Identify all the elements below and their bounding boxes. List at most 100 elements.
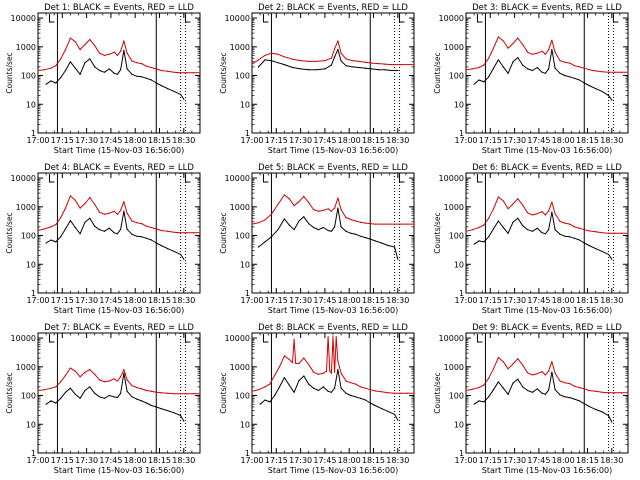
events-data-point <box>569 396 571 399</box>
lld-data-point <box>544 53 546 55</box>
lld-data-point <box>502 200 504 202</box>
events-data-point <box>526 229 529 231</box>
y-tick-label: 10000 <box>225 14 250 23</box>
events-data-point <box>327 229 329 232</box>
lld-data-point <box>120 209 122 211</box>
events-data-point <box>136 235 138 237</box>
x-tick-label: 18:00 <box>552 296 575 305</box>
y-axis-label: Counts/sec <box>433 52 442 93</box>
events-series-line <box>45 210 185 260</box>
lld-data-point <box>69 37 71 39</box>
lld-data-point <box>145 65 148 67</box>
y-tick-label: 1 <box>245 129 250 138</box>
lld-data-point <box>390 64 392 66</box>
lld-data-point <box>283 194 285 196</box>
lld-data-point <box>108 380 110 382</box>
x-tick-label: 18:15 <box>362 456 385 465</box>
events-data-point <box>512 221 514 223</box>
lld-data-point <box>186 72 188 74</box>
lld-data-point <box>559 60 561 62</box>
lld-data-point <box>123 368 125 371</box>
events-data-point <box>522 64 524 66</box>
y-axis-label: Counts/sec <box>219 212 228 253</box>
lld-data-point <box>37 69 39 72</box>
lld-data-point <box>113 51 115 53</box>
events-data-point <box>478 240 480 242</box>
lld-data-point <box>277 53 279 55</box>
lld-data-point <box>620 232 623 234</box>
lld-data-point <box>337 360 339 362</box>
lld-data-point <box>406 392 409 394</box>
lld-data-point <box>595 231 597 233</box>
events-data-point <box>103 71 106 73</box>
lld-data-point <box>155 68 157 70</box>
lld-data-point <box>155 391 157 393</box>
lld-data-point <box>522 43 524 46</box>
lld-data-point <box>257 389 260 391</box>
events-data-point <box>588 244 590 247</box>
detector-panel-7: 1 10 100 1000 10000 17:00 17:15 17:30 17:45 18:00… <box>5 323 201 475</box>
lld-data-point <box>406 223 409 225</box>
y-axis-label: Counts/sec <box>219 372 228 413</box>
x-tick-label: 18:00 <box>124 136 147 145</box>
x-axis-label: Start Time (15-Nov-03 16:56:00) <box>54 466 184 475</box>
events-data-point <box>113 232 115 234</box>
events-data-point <box>116 396 118 399</box>
detector-panel-5: 1 10 100 1000 10000 17:00 17:15 17:30 17:45 18:00… <box>219 163 415 315</box>
events-data-point <box>384 69 386 71</box>
detector-panel-2: 1 10 100 1000 10000 17:00 17:15 17:30 17:45 18:00… <box>219 3 415 155</box>
lld-data-point <box>324 60 326 62</box>
events-data-point <box>98 396 101 398</box>
y-axis-label: Counts/sec <box>5 52 14 93</box>
x-axis-label: Start Time (15-Nov-03 16:56:00) <box>268 306 398 315</box>
lld-data-point <box>43 69 46 71</box>
lld-data-point <box>64 374 67 377</box>
y-tick-label: 1 <box>459 449 464 458</box>
lld-data-point <box>620 71 623 73</box>
events-data-point <box>103 230 106 232</box>
lld-data-point <box>381 223 383 225</box>
events-data-point <box>173 412 175 414</box>
y-tick-label: 100 <box>21 72 36 81</box>
events-data-point <box>340 226 342 228</box>
lld-data-point <box>548 48 550 51</box>
events-data-point <box>522 386 524 388</box>
x-axis-label: Start Time (15-Nov-03 16:56:00) <box>482 146 612 155</box>
lld-data-point <box>465 230 467 232</box>
lld-data-point <box>37 229 39 232</box>
events-data-point <box>502 66 504 68</box>
lld-data-point <box>502 361 504 363</box>
x-tick-label: 17:00 <box>26 296 49 305</box>
lld-data-point <box>573 385 576 387</box>
events-data-point <box>108 227 110 229</box>
panel-title: Det 9: BLACK = Events, RED = LLD <box>472 323 622 333</box>
x-axis-label: Start Time (15-Nov-03 16:56:00) <box>482 306 612 315</box>
events-data-point <box>55 402 57 404</box>
events-data-point <box>69 220 71 222</box>
events-data-point <box>283 377 285 379</box>
events-data-point <box>377 69 379 71</box>
lld-data-point <box>303 195 305 198</box>
lld-data-point <box>55 65 57 67</box>
events-data-point <box>483 401 485 403</box>
lld-data-point <box>578 66 581 68</box>
events-data-point <box>308 383 310 385</box>
events-data-point <box>488 236 490 238</box>
lld-data-point <box>355 383 357 385</box>
lld-data-point <box>334 207 336 209</box>
events-data-point <box>113 72 115 74</box>
events-data-point <box>595 88 597 90</box>
lld-data-point <box>270 213 273 215</box>
lld-data-point <box>340 208 342 211</box>
events-data-point <box>64 69 67 72</box>
lld-data-point <box>167 70 169 72</box>
lld-data-point <box>79 207 81 209</box>
lld-data-point <box>364 387 366 389</box>
detector-panel-3: 1 10 100 1000 10000 17:00 17:15 17:30 17:45 18:00… <box>433 3 629 155</box>
events-data-point <box>544 393 546 395</box>
y-tick-label: 1000 <box>444 363 464 372</box>
events-data-point <box>288 384 290 386</box>
events-data-point <box>259 403 261 405</box>
lld-data-point <box>564 382 566 384</box>
